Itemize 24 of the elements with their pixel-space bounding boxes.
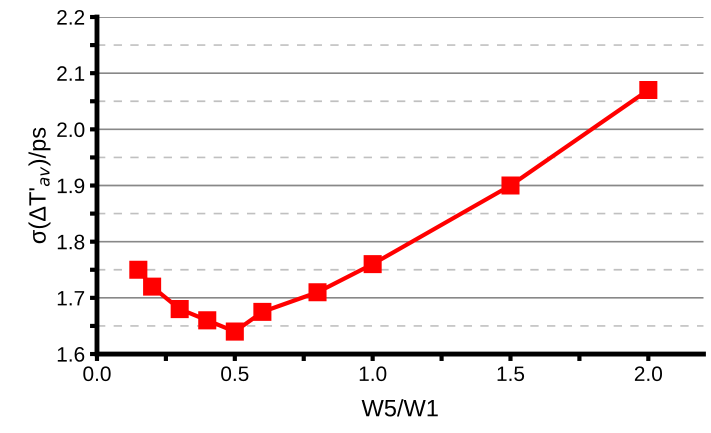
y-tick-label: 1.6 — [58, 347, 84, 362]
y-tick-label: 1.7 — [58, 291, 84, 306]
point — [226, 322, 244, 341]
y-tick-label: 1.8 — [58, 234, 84, 250]
point — [364, 255, 382, 274]
point — [501, 176, 520, 195]
point — [253, 302, 272, 321]
point — [198, 311, 216, 330]
point — [129, 260, 148, 279]
x-axis-title: W5/W1 — [362, 399, 438, 416]
x-tick-label: 0.0 — [83, 366, 111, 382]
y-axis-title: σ(ΔT'$_{av}$)/ps — [28, 128, 50, 244]
point — [639, 81, 658, 100]
x-tick-label: 1.5 — [498, 366, 524, 382]
point — [143, 278, 162, 296]
x-tick-label: 2.0 — [634, 366, 662, 382]
y-tick-label: 2.2 — [57, 10, 84, 25]
x-tick-label: 0.5 — [221, 366, 248, 382]
point — [308, 283, 327, 302]
y-tick-label: 2.1 — [57, 66, 84, 81]
x-tick-label: 1.0 — [360, 366, 386, 382]
y-tick-label: 1.9 — [58, 178, 84, 194]
point — [170, 300, 189, 318]
y-tick-label: 2.0 — [57, 122, 84, 138]
